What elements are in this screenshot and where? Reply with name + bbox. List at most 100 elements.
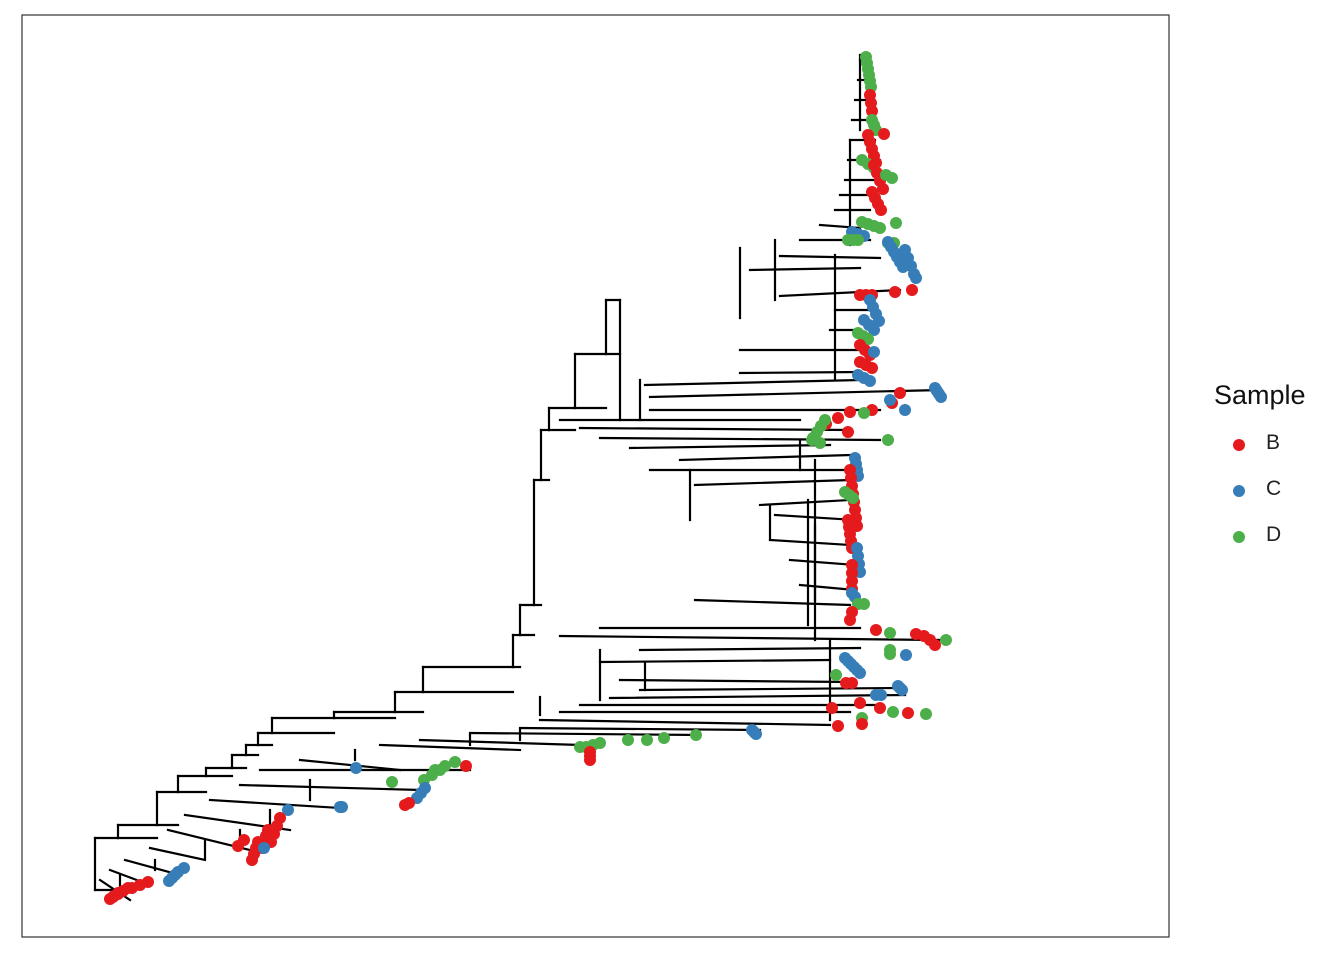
tip-d	[814, 437, 826, 449]
legend-label-b: B	[1266, 431, 1281, 454]
tip-d	[886, 172, 898, 184]
tip-c	[910, 272, 922, 284]
tip-c	[750, 728, 762, 740]
tip-c	[282, 804, 294, 816]
tip-c	[873, 315, 885, 327]
tip-b	[929, 639, 941, 651]
tip-b	[842, 426, 854, 438]
tip-d	[874, 222, 886, 234]
tip-b	[846, 677, 858, 689]
tip-d	[887, 706, 899, 718]
tip-d	[690, 729, 702, 741]
tip-c	[896, 684, 908, 696]
tip-b	[870, 624, 882, 636]
tip-b	[832, 720, 844, 732]
legend-item-c: C	[1206, 477, 1336, 523]
branch	[598, 436, 882, 442]
legend-label-d: D	[1266, 523, 1282, 546]
tip-b	[232, 840, 244, 852]
branch	[798, 583, 857, 592]
legend-label-c: C	[1266, 477, 1282, 500]
branch	[608, 693, 907, 700]
tip-d	[622, 734, 634, 746]
branch	[748, 266, 862, 272]
legend-dot-b	[1233, 439, 1245, 451]
legend: Sample B C D	[1206, 380, 1336, 569]
branch	[148, 846, 207, 862]
tip-b	[844, 614, 856, 626]
tip-b	[874, 702, 886, 714]
tip-c	[900, 649, 912, 661]
tip-c	[899, 404, 911, 416]
tip-c	[163, 875, 175, 887]
legend-item-b: B	[1206, 431, 1336, 477]
tip-c	[854, 667, 866, 679]
tip-d	[858, 598, 870, 610]
tip-b	[844, 406, 856, 418]
branch	[758, 498, 852, 507]
tip-b	[894, 387, 906, 399]
tip-d	[882, 434, 894, 446]
tip-c	[258, 842, 270, 854]
tip-d	[858, 407, 870, 419]
branch	[208, 798, 342, 810]
tip-c	[336, 801, 348, 813]
branch	[418, 738, 582, 747]
tip-b	[584, 754, 596, 766]
tip-b	[856, 718, 868, 730]
tip-b	[866, 362, 878, 374]
branch	[618, 678, 852, 684]
branch	[638, 686, 902, 692]
tip-b	[246, 854, 258, 866]
tip-b	[889, 286, 901, 298]
tip-d	[852, 234, 864, 246]
branch	[693, 478, 852, 487]
tip-b	[866, 105, 878, 117]
tip-d	[940, 634, 952, 646]
tip-d	[884, 648, 896, 660]
branch	[238, 783, 422, 792]
branch	[558, 634, 942, 642]
branch	[378, 743, 522, 752]
tip-b	[460, 760, 472, 772]
tip-b	[104, 893, 116, 905]
tip-c	[875, 689, 887, 701]
legend-items: B C D	[1206, 431, 1336, 569]
branch	[738, 370, 862, 375]
tip-d	[884, 627, 896, 639]
branch	[788, 558, 857, 567]
legend-item-d: D	[1206, 523, 1336, 569]
branch	[643, 378, 862, 387]
legend-title: Sample	[1214, 380, 1306, 410]
tip-d	[890, 217, 902, 229]
branch	[298, 758, 402, 772]
tip-b	[875, 204, 887, 216]
tip-d	[641, 734, 653, 746]
branch	[648, 388, 942, 399]
branch	[538, 718, 832, 727]
legend-dot-c	[1233, 485, 1245, 497]
tip-c	[864, 375, 876, 387]
tip-c	[350, 762, 362, 774]
branch	[628, 443, 832, 450]
branch	[778, 254, 882, 260]
branch	[638, 646, 862, 652]
tip-b	[878, 128, 890, 140]
tip-b	[854, 697, 866, 709]
tip-b	[826, 702, 838, 714]
tip-d	[386, 776, 398, 788]
branch	[598, 658, 832, 664]
tip-b	[906, 284, 918, 296]
panel-border	[21, 14, 1170, 938]
branch	[693, 598, 852, 607]
tip-b	[902, 707, 914, 719]
tree-tips	[104, 51, 952, 905]
tip-b	[877, 183, 889, 195]
tip-c	[935, 391, 947, 403]
legend-dot-d	[1233, 531, 1245, 543]
branch	[518, 726, 762, 732]
branch	[578, 426, 852, 432]
tip-c	[868, 324, 880, 336]
branch	[678, 453, 852, 462]
branch	[768, 538, 852, 547]
